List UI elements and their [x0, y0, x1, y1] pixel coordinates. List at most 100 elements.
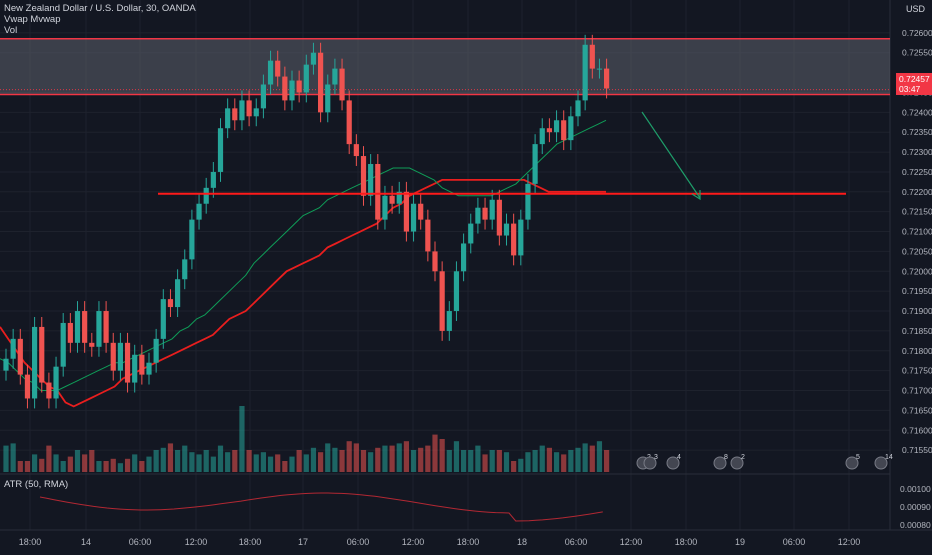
price-tick-label: 0.71700: [902, 386, 932, 396]
candle-body: [175, 279, 181, 308]
candle-body: [339, 68, 345, 101]
volume-bar: [196, 454, 202, 472]
volume-bar: [532, 450, 538, 472]
candle-body: [189, 219, 195, 260]
candle: [167, 289, 174, 317]
candle-body: [432, 251, 438, 272]
atr-indicator-label[interactable]: ATR (50, RMA): [4, 479, 69, 490]
volume-bar: [217, 445, 224, 472]
candle: [553, 110, 560, 143]
candle-body: [489, 199, 495, 220]
candle: [482, 197, 488, 230]
candle-body: [511, 223, 517, 256]
time-tick-label: 12:00: [838, 537, 861, 547]
candle-body: [3, 358, 9, 371]
volume-bar: [389, 445, 395, 472]
candle-body: [546, 128, 552, 133]
candle-body: [167, 299, 174, 308]
volume-bar: [439, 439, 445, 472]
candle: [375, 154, 381, 230]
candle-body: [24, 374, 31, 399]
volume-bar: [410, 450, 417, 472]
candle: [475, 197, 481, 234]
candle: [453, 261, 460, 321]
candle: [189, 209, 195, 270]
candle: [32, 316, 38, 409]
resistance-zone: [0, 38, 890, 96]
last-price-box: 0.72457 03:47: [896, 73, 932, 95]
candle: [339, 58, 345, 111]
candle: [325, 74, 331, 123]
volume-bar: [296, 450, 302, 472]
candle: [196, 193, 202, 230]
candle-body: [346, 100, 352, 145]
volume-bar: [210, 456, 216, 472]
candle-body: [318, 52, 324, 113]
volume-bar: [518, 458, 524, 472]
volume-bar: [418, 447, 424, 472]
candles: [3, 34, 610, 409]
volume-bar: [539, 445, 545, 472]
volume-indicator-label[interactable]: Vol: [4, 25, 18, 36]
symbol-title[interactable]: New Zealand Dollar / U.S. Dollar, 30, OA…: [4, 3, 196, 14]
event-marker-icon: [730, 456, 744, 470]
candle-body: [232, 108, 238, 121]
volume-bar: [32, 454, 38, 472]
price-tick-label: 0.71750: [902, 366, 932, 376]
candle: [225, 98, 231, 139]
volume-bar: [446, 450, 452, 472]
volume-bar: [267, 456, 274, 472]
price-tick-label: 0.71600: [902, 425, 932, 435]
candle-body: [482, 207, 488, 220]
candle: [82, 301, 88, 353]
candle-body: [561, 120, 567, 141]
event-marker-icon: [713, 456, 727, 470]
volume-bar: [496, 450, 502, 472]
candle-body: [532, 144, 538, 184]
vwap-indicator-label[interactable]: Vwap Mvwap: [4, 14, 61, 25]
volume-bar: [110, 458, 116, 472]
volume-bar: [225, 452, 231, 472]
volume-bar: [368, 452, 374, 472]
chart-legend[interactable]: New Zealand Dollar / U.S. Dollar, 30, OA…: [4, 3, 196, 36]
candle-body: [210, 171, 216, 188]
volume-bar: [124, 458, 131, 472]
volume-bar: [339, 450, 345, 472]
candle: [403, 181, 409, 242]
currency-label[interactable]: USD: [906, 4, 926, 14]
candle-body: [539, 128, 545, 145]
candle-body: [139, 354, 145, 375]
candle: [132, 344, 138, 393]
candle: [253, 98, 259, 127]
volume-bar: [525, 452, 531, 472]
volume-bar: [575, 447, 581, 472]
time-tick-label: 14: [81, 537, 91, 547]
price-axis[interactable]: 0.726000.725500.724500.724000.723500.723…: [900, 28, 932, 530]
candle: [117, 332, 123, 381]
candle: [275, 50, 281, 87]
candle: [74, 301, 81, 353]
volume-bar: [468, 450, 474, 472]
candle: [103, 301, 109, 353]
volume-bar: [475, 445, 481, 472]
volume-bar: [10, 443, 16, 472]
volume-bar: [132, 454, 138, 472]
volume-bar: [582, 443, 588, 472]
event-markers: 23482514: [636, 454, 893, 470]
candle: [468, 213, 474, 254]
time-tick-label: 12:00: [620, 537, 643, 547]
candle-body: [525, 183, 531, 220]
event-marker-count: 8: [724, 454, 728, 461]
price-tick-label: 0.72000: [902, 266, 932, 276]
candle-body: [153, 338, 159, 363]
candle-body: [53, 366, 59, 399]
candle: [389, 185, 395, 214]
volume-bar: [604, 450, 610, 472]
candle: [360, 146, 367, 206]
time-axis[interactable]: 18:00 14 06:00 12:00 18:00 17 06:00 12:00 18:00 1…: [19, 537, 861, 547]
last-price-countdown: 03:47: [899, 84, 921, 94]
volume-bar: [596, 441, 603, 472]
candle-body: [182, 259, 188, 280]
